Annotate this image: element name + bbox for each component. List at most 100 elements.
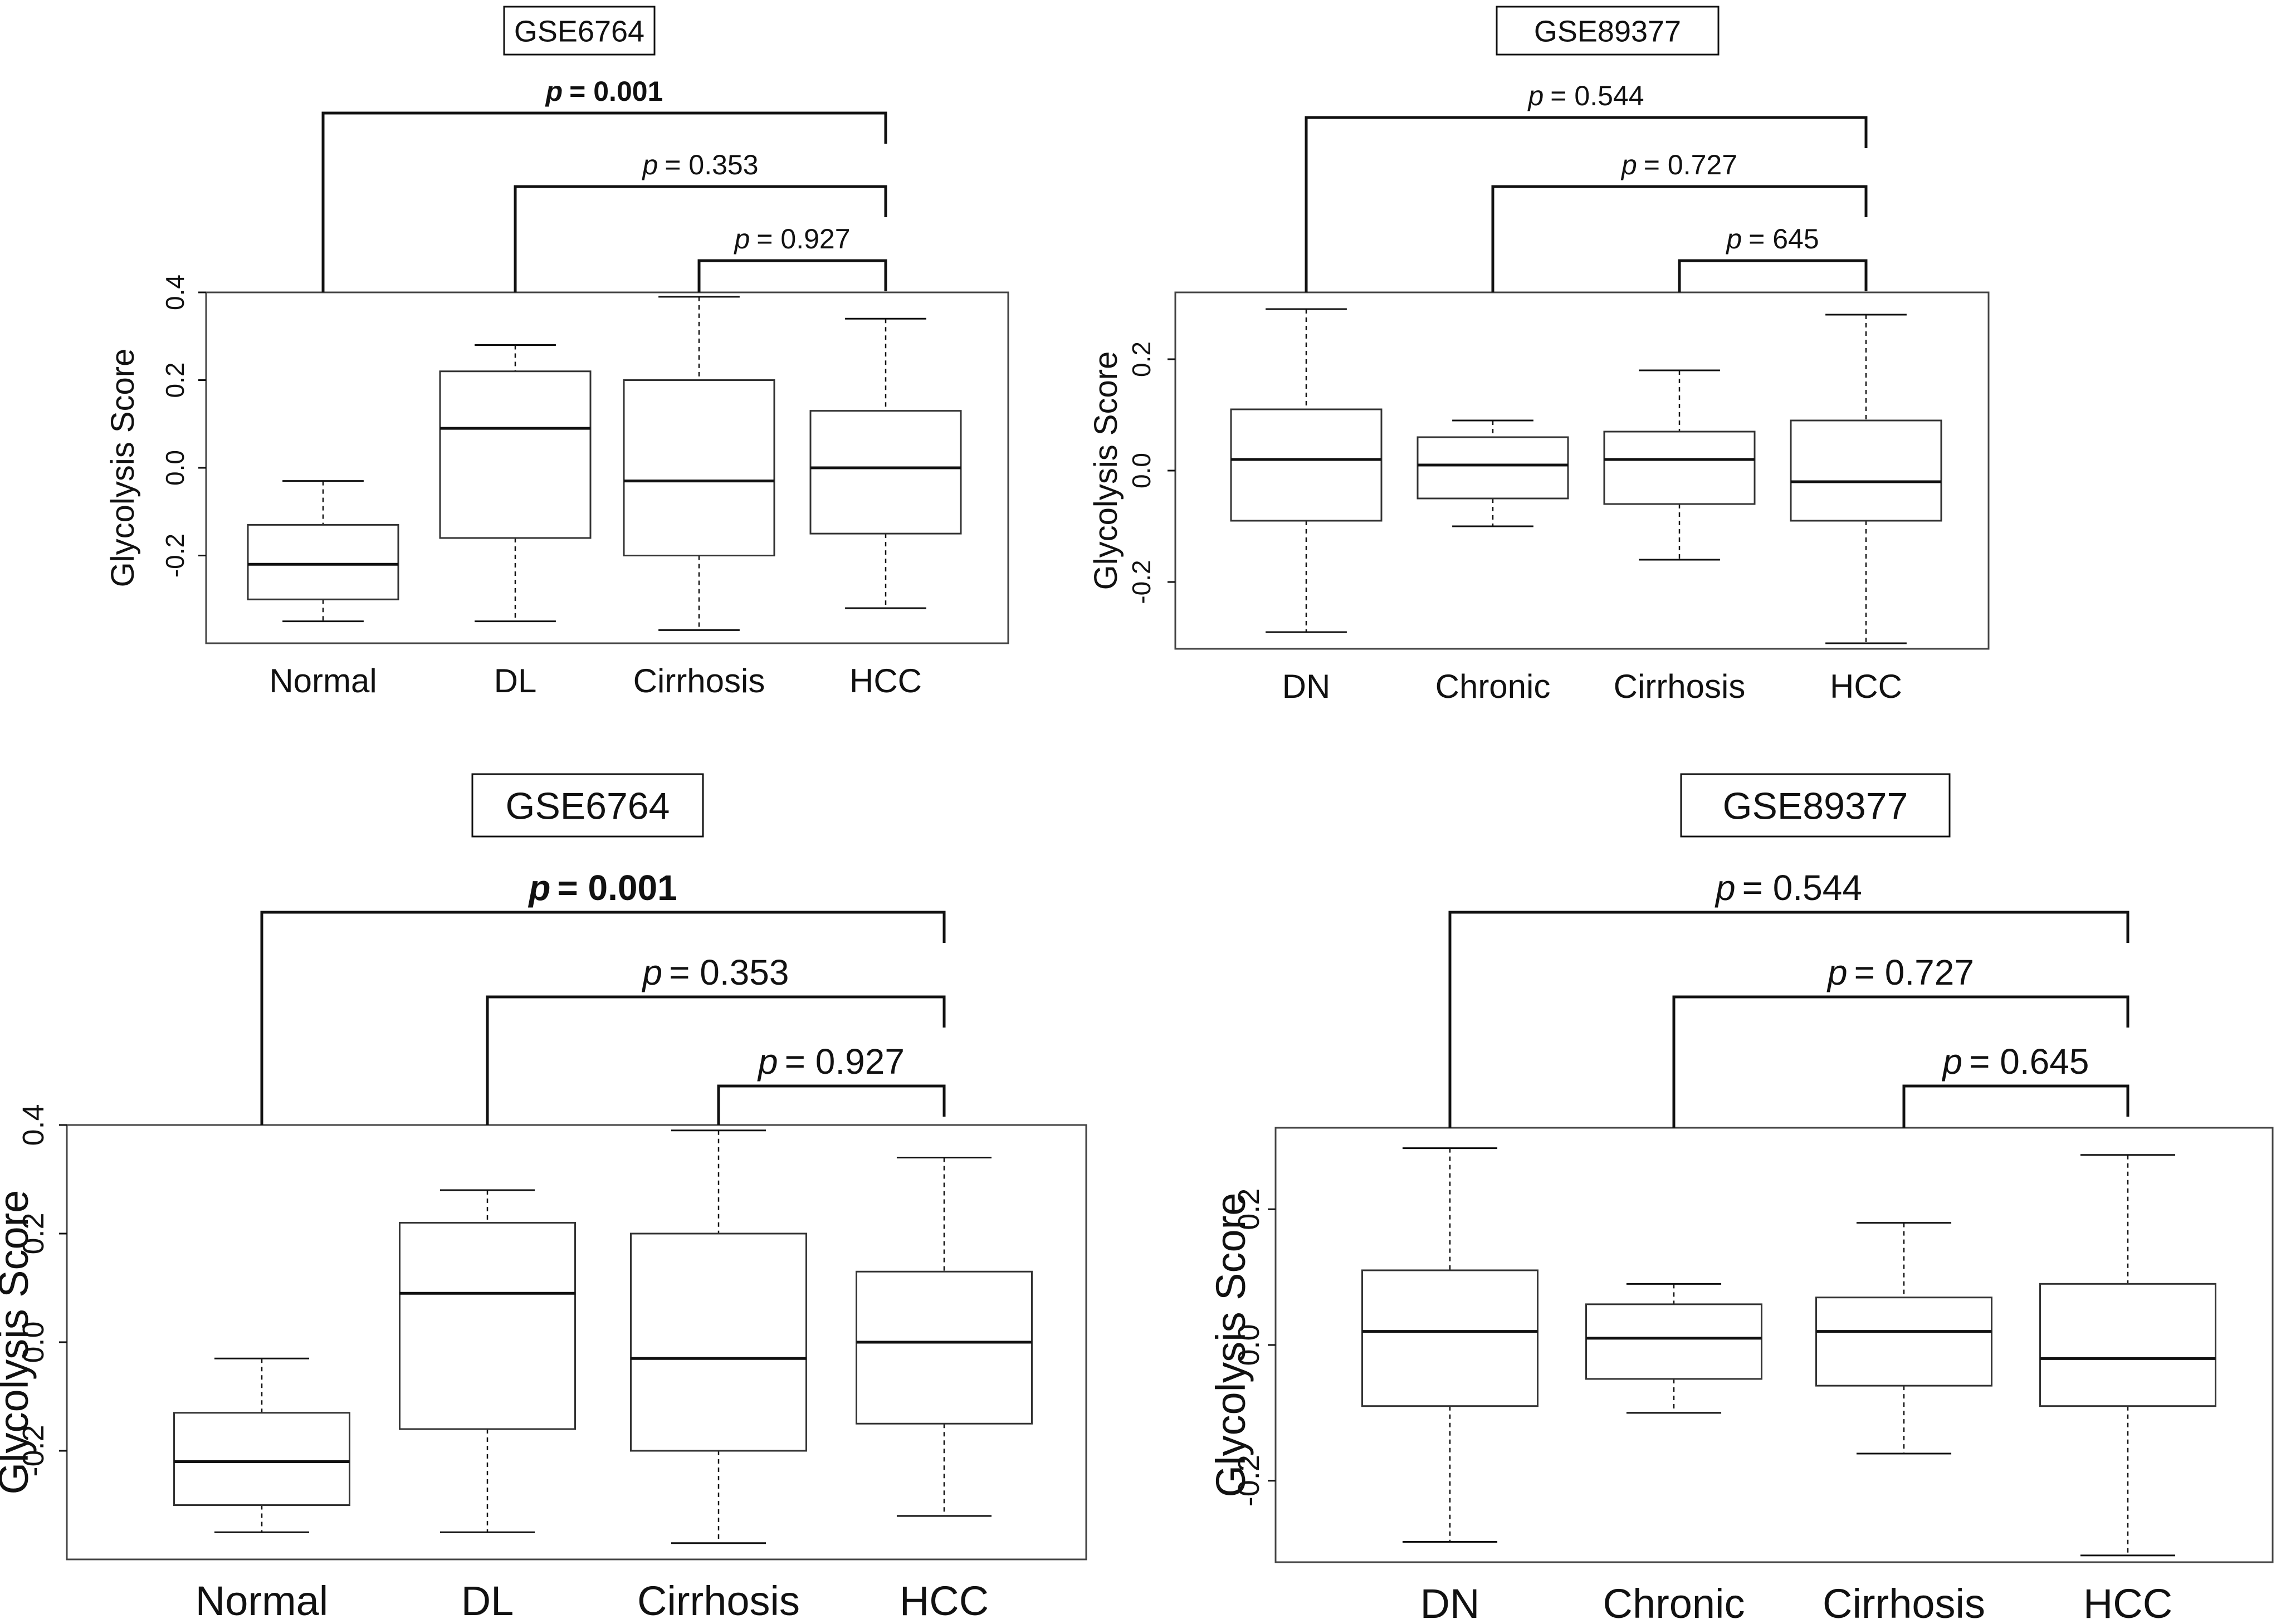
y-tick-label: 0.4	[160, 275, 189, 310]
y-tick-label: 0.2	[1127, 341, 1156, 377]
p-value: = 0.727	[1854, 952, 1974, 992]
box-cirrhosis	[623, 296, 775, 631]
p-value: = 0.927	[785, 1041, 905, 1082]
bracket-line	[1448, 911, 2129, 1128]
bracket-line	[514, 185, 887, 292]
box-normal	[247, 480, 399, 623]
bracket-line	[486, 995, 946, 1125]
category-label: DL	[494, 662, 537, 700]
y-tick-label: 0.2	[17, 1212, 50, 1254]
significance-bracket: p = 0.727	[1672, 952, 2129, 1128]
p-value: = 0.544	[1742, 868, 1862, 908]
p-value-label: p = 0.001	[527, 868, 677, 908]
category-label: Cirrhosis	[1614, 668, 1746, 705]
p-symbol: p	[641, 149, 658, 180]
box-iqr	[1417, 436, 1569, 500]
y-tick-label: -0.2	[160, 534, 189, 578]
significance-bracket: p = 0.544	[1448, 868, 2129, 1128]
box-iqr	[247, 524, 399, 600]
box-dn	[1230, 308, 1383, 633]
category-label: HCC	[1830, 668, 1902, 705]
y-axis-label: Glycolysis Score	[0, 1190, 37, 1495]
chart-title: GSE89377	[1534, 14, 1681, 48]
box-iqr	[1815, 1297, 1992, 1387]
chart-title-box	[1496, 6, 1720, 56]
chart-panel-bottom-left: GSE6764 -0.2 0.0 0.2 0.4 Glycolysis Score Norm…	[0, 773, 1087, 1624]
p-value-label: p = 0.001	[545, 76, 663, 107]
category-label: DL	[461, 1578, 514, 1624]
box-iqr	[1790, 419, 1942, 522]
box-iqr	[623, 379, 775, 556]
p-symbol: p	[545, 76, 563, 107]
bracket-line	[1491, 185, 1868, 292]
p-symbol: p	[1942, 1041, 1963, 1082]
box-iqr	[439, 370, 592, 539]
chart-title: GSE89377	[1723, 785, 1908, 827]
category-label: HCC	[900, 1578, 989, 1624]
p-symbol: p	[757, 1041, 778, 1082]
box-cirrhosis	[1815, 1222, 1992, 1455]
significance-bracket: p = 0.727	[1491, 149, 1868, 292]
p-value-label: p = 0.727	[1826, 952, 1974, 992]
chart-title: GSE6764	[514, 14, 644, 48]
significance-bracket: p = 645	[1678, 223, 1868, 292]
bracket-line	[1678, 259, 1868, 292]
box-hcc	[2039, 1154, 2216, 1557]
box-iqr	[1361, 1269, 1538, 1407]
y-tick-label: 0.0	[17, 1321, 50, 1363]
box-hcc	[856, 1157, 1033, 1517]
box-cirrhosis	[630, 1129, 807, 1544]
bracket-line	[321, 111, 887, 292]
significance-bracket: p = 0.353	[486, 952, 946, 1125]
category-label: DN	[1282, 668, 1331, 705]
box-iqr	[1585, 1303, 1762, 1380]
y-tick-label: 0.0	[1232, 1324, 1266, 1366]
p-value: = 0.727	[1644, 149, 1737, 180]
p-value-label: p = 0.645	[1942, 1041, 2089, 1082]
p-symbol: p	[1826, 952, 1848, 992]
p-symbol: p	[527, 868, 550, 908]
category-label: HCC	[2083, 1581, 2172, 1624]
significance-bracket: p = 0.927	[697, 223, 887, 292]
significance-bracket: p = 0.001	[260, 868, 946, 1125]
category-label: Cirrhosis	[633, 662, 765, 700]
box-iqr	[856, 1270, 1033, 1425]
significance-bracket: p = 0.927	[717, 1041, 946, 1125]
category-label: DN	[1420, 1581, 1480, 1624]
p-value: = 0.001	[569, 76, 663, 107]
box-iqr	[1603, 431, 1756, 505]
p-value-label: p = 0.927	[757, 1041, 905, 1082]
p-value-label: p = 0.544	[1715, 868, 1862, 908]
p-symbol: p	[1725, 223, 1742, 255]
category-label: Chronic	[1603, 1581, 1745, 1624]
significance-bracket: p = 0.544	[1305, 80, 1868, 292]
p-value: = 0.927	[756, 223, 850, 255]
y-tick-label: -0.2	[1232, 1455, 1266, 1506]
y-tick-label: 0.0	[1127, 453, 1156, 488]
box-iqr	[399, 1222, 576, 1430]
p-value-label: p = 645	[1725, 223, 1819, 255]
box-hcc	[1790, 314, 1942, 644]
p-symbol: p	[642, 952, 663, 992]
p-value-label: p = 0.544	[1527, 80, 1644, 111]
bracket-line	[697, 259, 887, 292]
p-value-label: p = 0.927	[733, 223, 850, 255]
y-tick-label: 0.2	[160, 363, 189, 398]
box-iqr	[2039, 1283, 2216, 1407]
category-label: HCC	[849, 662, 922, 700]
box-dl	[439, 344, 592, 623]
p-value: = 645	[1748, 223, 1819, 255]
p-value: = 0.001	[557, 868, 677, 908]
p-symbol: p	[1715, 868, 1736, 908]
category-label: Normal	[196, 1578, 328, 1624]
box-hcc	[809, 317, 962, 609]
box-dl	[399, 1189, 576, 1533]
y-axis-label: Glycolysis Score	[105, 349, 141, 588]
chart-title-box	[503, 6, 656, 56]
y-tick-label: 0.2	[1232, 1188, 1266, 1230]
chart-title: GSE6764	[506, 785, 670, 827]
box-iqr	[630, 1232, 807, 1452]
significance-bracket: p = 0.353	[514, 149, 887, 292]
